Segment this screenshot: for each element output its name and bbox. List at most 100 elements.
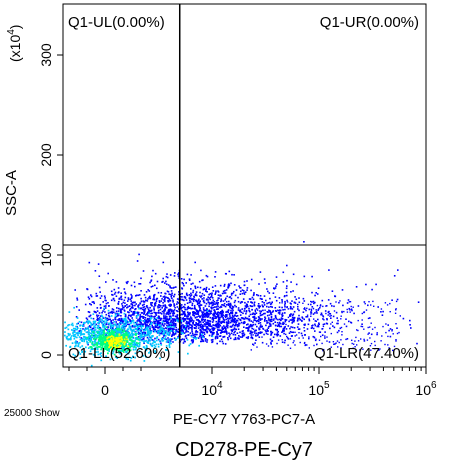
event-point — [159, 322, 162, 324]
event-point — [176, 301, 179, 303]
event-point — [297, 308, 299, 310]
event-point — [168, 318, 171, 321]
event-point — [212, 318, 215, 320]
event-point — [96, 336, 99, 338]
event-point — [217, 333, 219, 335]
event-point — [140, 331, 143, 334]
event-point — [199, 295, 201, 297]
event-point — [147, 311, 149, 314]
event-point — [90, 332, 93, 335]
event-point — [175, 329, 177, 331]
event-point — [218, 326, 220, 329]
event-point — [248, 319, 251, 322]
event-point — [292, 306, 295, 308]
event-point — [210, 295, 213, 297]
event-point — [269, 323, 272, 326]
event-point — [231, 305, 234, 308]
event-point — [129, 349, 132, 352]
event-point — [263, 295, 266, 297]
event-point — [211, 334, 214, 336]
event-point — [94, 341, 97, 344]
event-point — [109, 318, 111, 321]
event-point — [275, 316, 277, 319]
event-point — [216, 334, 218, 336]
event-point — [130, 306, 133, 309]
event-point — [236, 315, 239, 317]
event-point — [253, 315, 256, 318]
event-point — [333, 343, 335, 345]
event-point — [196, 300, 199, 303]
event-point — [101, 341, 104, 343]
event-point — [138, 345, 141, 347]
event-point — [67, 328, 70, 331]
event-point — [103, 295, 106, 297]
event-point — [233, 327, 236, 329]
event-point — [346, 311, 349, 313]
event-point — [277, 309, 279, 311]
event-point — [336, 322, 338, 325]
event-point — [213, 324, 215, 327]
event-point — [253, 292, 255, 294]
event-point — [337, 346, 339, 348]
event-point — [153, 297, 155, 299]
event-point — [281, 313, 283, 316]
event-point — [200, 335, 202, 337]
event-point — [147, 331, 149, 334]
event-point — [129, 322, 132, 325]
event-point — [219, 340, 221, 343]
event-point — [173, 293, 176, 296]
event-point — [113, 348, 116, 351]
event-point — [161, 298, 163, 300]
event-point — [284, 302, 286, 305]
x-tick-base: 10 — [415, 382, 431, 398]
event-point — [90, 303, 92, 306]
event-point — [199, 332, 201, 334]
event-point — [193, 334, 196, 336]
event-point — [84, 321, 86, 324]
event-point — [392, 349, 394, 352]
event-point — [235, 289, 238, 291]
event-point — [188, 317, 190, 320]
event-point — [162, 327, 164, 330]
event-point — [127, 345, 130, 347]
event-point — [303, 327, 305, 329]
event-point — [180, 328, 183, 330]
event-point — [195, 299, 197, 302]
event-point — [223, 336, 225, 338]
event-point — [170, 326, 173, 328]
event-point — [99, 297, 102, 299]
event-point — [67, 324, 69, 327]
event-point — [350, 321, 352, 323]
event-point — [208, 309, 211, 312]
event-point — [163, 313, 165, 315]
event-point — [149, 318, 152, 321]
event-point — [167, 321, 170, 324]
event-point — [157, 343, 160, 346]
event-point — [87, 322, 89, 325]
event-point — [147, 298, 149, 300]
event-point — [221, 315, 224, 318]
event-point — [241, 330, 244, 333]
event-point — [132, 343, 134, 346]
event-point — [126, 304, 128, 306]
event-point — [374, 344, 376, 347]
event-point — [97, 345, 100, 348]
event-point — [166, 311, 168, 314]
event-point — [179, 304, 182, 307]
event-point — [150, 321, 153, 324]
event-point — [302, 302, 304, 304]
event-point — [230, 326, 233, 328]
event-point — [170, 304, 172, 307]
event-point — [177, 273, 179, 276]
event-point — [92, 301, 95, 303]
event-point — [108, 350, 110, 352]
event-point — [180, 320, 183, 322]
event-point — [210, 302, 213, 305]
event-point — [153, 311, 155, 314]
event-point — [103, 332, 106, 335]
event-point — [115, 346, 118, 349]
event-point — [218, 317, 220, 320]
event-point — [85, 337, 88, 340]
event-point — [189, 316, 192, 318]
event-point — [243, 326, 245, 328]
